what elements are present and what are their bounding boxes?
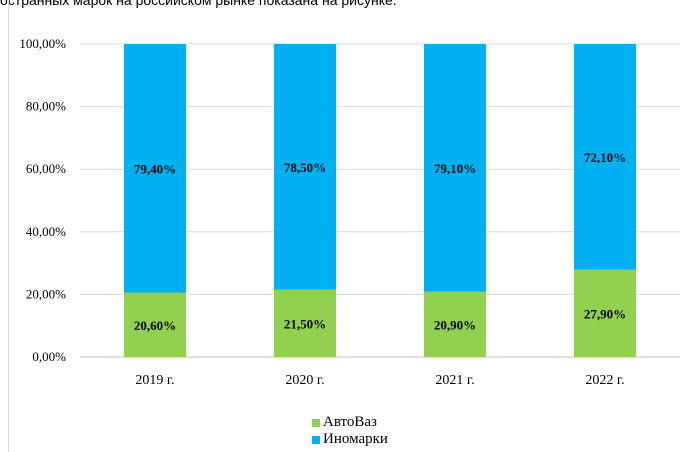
y-axis: 0,00% 20,00% 40,00% 60,00% 80,00% 100,00%	[19, 36, 66, 364]
y-tick-label: 20,00%	[26, 286, 66, 301]
bar-segment-avtovaz	[274, 289, 336, 357]
data-label: 21,50%	[284, 316, 326, 331]
data-label: 72,10%	[584, 150, 626, 165]
bar-segment-avtovaz	[424, 291, 486, 357]
data-label: 79,40%	[134, 161, 176, 176]
x-tick-label: 2020 г.	[285, 373, 324, 388]
caption-text: остранных марок на российском рынке пока…	[0, 0, 397, 8]
data-label: 20,90%	[434, 317, 476, 332]
bar-segment-inomarki	[574, 44, 636, 270]
legend-swatch-avtovaz	[312, 418, 320, 427]
data-label: 27,90%	[584, 306, 626, 321]
y-tick-label: 60,00%	[26, 161, 66, 176]
x-tick-label: 2022 г.	[585, 373, 624, 388]
x-axis: 2019 г. 2020 г. 2021 г. 2022 г.	[135, 373, 624, 388]
bar-segment-avtovaz	[124, 292, 186, 357]
legend-item-avtovaz: АвтоВаз	[312, 414, 388, 431]
bar-segment-avtovaz	[574, 269, 636, 357]
x-tick-label: 2021 г.	[435, 373, 474, 388]
bar-segment-inomarki	[124, 44, 186, 293]
y-tick-label: 0,00%	[32, 349, 66, 364]
legend-label-avtovaz: АвтоВаз	[323, 414, 377, 430]
legend: АвтоВаз Иномарки	[312, 414, 388, 448]
y-tick-label: 100,00%	[19, 36, 66, 51]
bars: 20,60% 79,40% 21,50% 78,50% 20,90% 79,10% 27,9…	[124, 44, 636, 357]
data-label: 78,50%	[284, 160, 326, 175]
data-label: 79,10%	[434, 161, 476, 176]
legend-label-inomarki: Иномарки	[323, 431, 388, 447]
bar-segment-inomarki	[424, 44, 486, 292]
legend-swatch-inomarki	[312, 435, 320, 444]
page-left-border	[8, 0, 9, 452]
bar-segment-inomarki	[274, 44, 336, 290]
legend-item-inomarki: Иномарки	[312, 431, 388, 448]
x-tick-label: 2019 г.	[135, 373, 174, 388]
y-tick-label: 80,00%	[26, 99, 66, 114]
data-label: 20,60%	[134, 318, 176, 333]
y-tick-label: 40,00%	[26, 224, 66, 239]
